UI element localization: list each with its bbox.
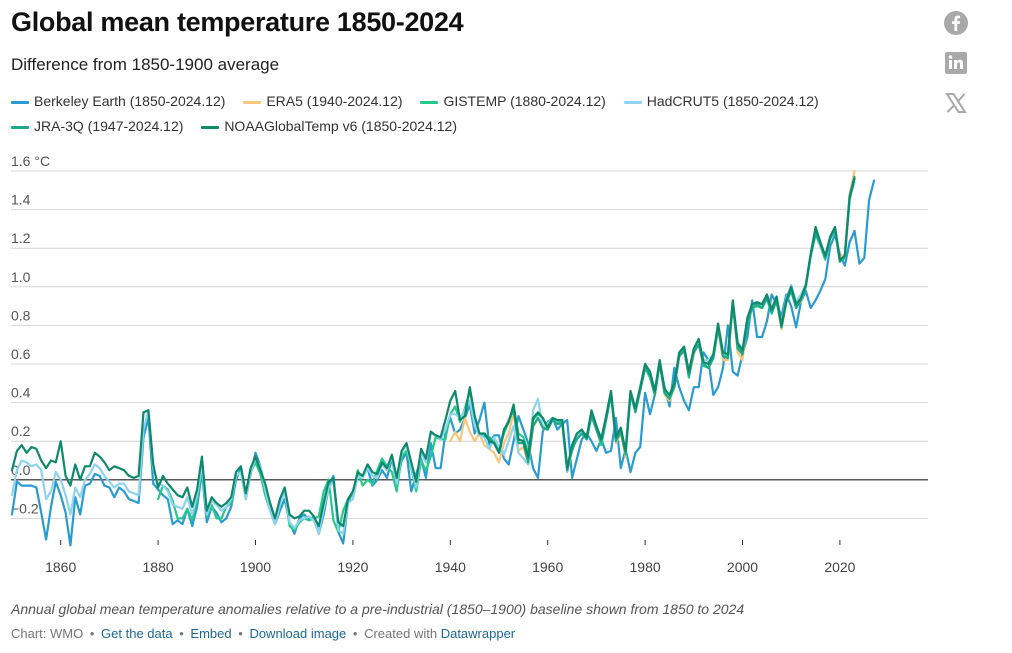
legend-item-era5: ERA5 (1940-2024.12) [243,89,403,114]
linkedin-icon[interactable] [943,50,969,76]
x-tick-label: 1920 [337,559,368,575]
get-data-link[interactable]: Get the data [101,626,173,641]
x-icon[interactable] [943,90,969,116]
y-tick-label: 1.6 °C [11,153,50,169]
y-tick-label: 0.4 [11,385,31,401]
footer-separator: • [238,626,243,641]
created-with-text: Created with [364,626,438,641]
x-tick-label: 2000 [727,559,758,575]
y-tick-label: −0.2 [11,500,39,516]
series-line-berkeley-earth [10,179,876,547]
legend-item-noaa: NOAAGlobalTemp v6 (1850-2024.12) [201,114,457,139]
x-tick-label: 1940 [435,559,466,575]
legend: Berkeley Earth (1850-2024.12) ERA5 (1940… [11,89,931,139]
source-text: Chart: WMO [11,626,84,641]
datawrapper-link[interactable]: Datawrapper [440,626,516,641]
embed-link[interactable]: Embed [190,626,232,641]
series-lines [10,169,876,547]
y-axis-ticks: −0.20.00.20.40.60.81.01.21.41.6 °C [11,153,50,516]
legend-swatch [623,100,642,104]
x-axis-ticks: 1860 1880 1900 1920 1940 1960 1980 2000 2020 [45,540,856,575]
legend-item-jra3q: JRA-3Q (1947-2024.12) [11,114,183,139]
x-tick-label: 2020 [824,559,855,575]
chart-notes: Annual global mean temperature anomalies… [11,601,745,617]
chart-footer: Chart: WMO • Get the data • Embed • Down… [11,626,515,641]
legend-label: JRA-3Q (1947-2024.12) [34,118,184,134]
gridlines [11,170,928,519]
y-tick-label: 1.4 [11,192,31,208]
legend-item-hadcrut5: HadCRUT5 (1850-2024.12) [623,89,819,114]
legend-swatch [243,100,262,104]
x-tick-label: 1860 [45,559,76,575]
legend-swatch [11,125,29,129]
x-tick-label: 1880 [143,559,174,575]
temperature-line-chart: −0.20.00.20.40.60.81.01.21.41.6 °C 1860 1… [10,153,928,575]
y-tick-label: 1.2 [11,230,31,246]
footer-separator: • [352,626,358,641]
x-tick-label: 1960 [532,559,563,575]
download-image-link[interactable]: Download image [249,626,347,641]
legend-swatch [201,125,220,129]
y-tick-label: 0.6 [11,346,31,362]
legend-label: NOAAGlobalTemp v6 (1850-2024.12) [224,118,457,134]
legend-label: ERA5 (1940-2024.12) [266,93,403,109]
y-tick-label: 0.8 [11,307,31,323]
facebook-icon[interactable] [943,10,969,36]
legend-item-gistemp: GISTEMP (1880-2024.12) [420,89,606,114]
legend-swatch [11,100,29,104]
x-tick-label: 1980 [630,559,661,575]
chart-title: Global mean temperature 1850-2024 [11,7,464,37]
legend-label: HadCRUT5 (1850-2024.12) [646,93,819,109]
series-line-noaaglobaltemp-v6 [10,177,856,528]
y-tick-label: 0.2 [11,423,31,439]
footer-separator: • [179,626,184,641]
footer-separator: • [89,626,95,641]
legend-label: Berkeley Earth (1850-2024.12) [34,93,226,109]
series-line-jra-3q [483,175,856,472]
legend-item-berkeley: Berkeley Earth (1850-2024.12) [11,89,225,114]
chart-subtitle: Difference from 1850-1900 average [11,55,280,74]
legend-swatch [420,100,439,104]
legend-label: GISTEMP (1880-2024.12) [443,93,606,109]
x-tick-label: 1900 [240,559,271,575]
y-tick-label: 1.0 [11,269,31,285]
